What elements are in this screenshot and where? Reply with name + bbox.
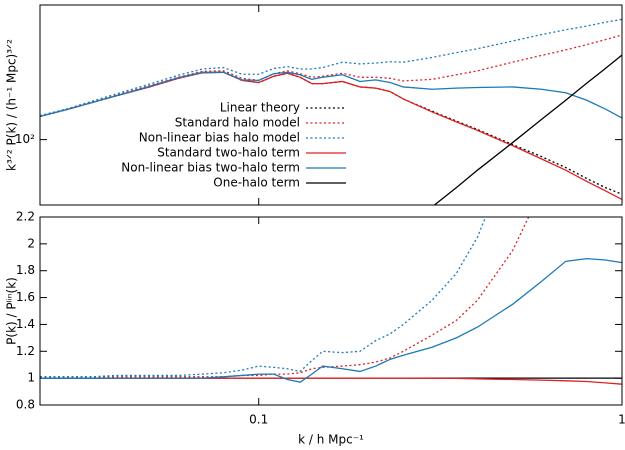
series-line [40, 71, 622, 119]
series-line [433, 54, 622, 205]
plot-area [40, 18, 622, 205]
y-tick-label: 1.4 [16, 317, 35, 331]
y-tick-label: 1.2 [16, 344, 35, 358]
series-line [40, 34, 622, 118]
y-axis-label: k³ᐟ² P(k) / (h⁻¹ Mpc)³ᐟ² [5, 39, 19, 171]
plot-frame [39, 216, 623, 406]
plot-area [40, 217, 622, 385]
x-tick-label: 0.1 [249, 413, 268, 427]
y-tick-label: 0.8 [16, 398, 35, 412]
legend-label: One-halo term [213, 176, 300, 190]
legend-label: Standard halo model [175, 116, 300, 130]
y-tick-label: 2.2 [16, 210, 35, 224]
y-tick-label: 1 [27, 371, 35, 385]
y-axis-label: P(k) / Pˡⁱⁿ(k) [5, 277, 19, 345]
x-axis-label: k / h Mpc⁻¹ [298, 433, 364, 447]
series-line [40, 18, 622, 117]
plot-frame [39, 4, 623, 206]
series-line [40, 257, 622, 383]
legend-label: Standard two-halo term [157, 146, 300, 160]
x-tick-label: 1 [618, 413, 625, 427]
legend-label: Linear theory [220, 101, 300, 115]
y-tick-label: 10² [15, 132, 35, 146]
y-tick-label: 1.8 [16, 263, 35, 277]
series-line [40, 377, 622, 385]
legend-label: Non-linear bias two-halo term [121, 161, 300, 175]
y-tick-label: 2 [27, 236, 35, 250]
y-tick-label: 1.6 [16, 290, 35, 304]
series-line [40, 71, 622, 201]
legend-label: Non-linear bias halo model [139, 131, 300, 145]
series-line [40, 217, 530, 378]
